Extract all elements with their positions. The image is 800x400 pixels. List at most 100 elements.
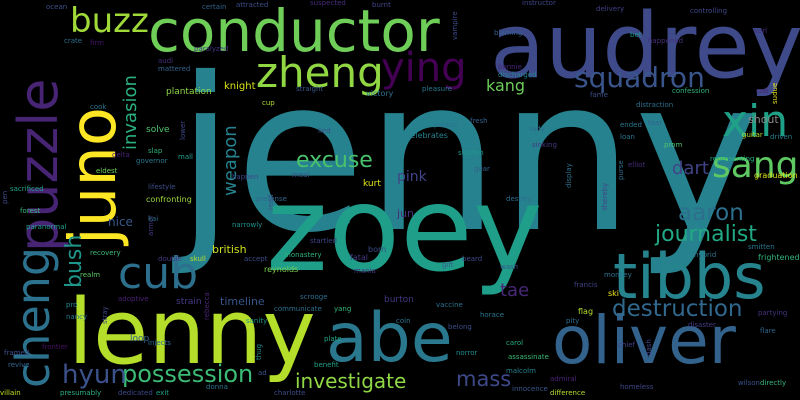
word-read: read: [267, 194, 275, 210]
word-aaron: aaron: [678, 200, 744, 226]
word-mass: mass: [456, 367, 512, 391]
word-purse: purse: [617, 160, 625, 180]
word-accept: accept: [244, 255, 268, 263]
word-narrowly: narrowly: [232, 221, 263, 229]
word-assassinate: assassinate: [508, 353, 549, 361]
word-xin: xin: [722, 96, 789, 147]
word-happen: happen: [232, 173, 259, 181]
word-certain: certain: [202, 3, 227, 11]
word-paralyzed: paralyzed: [194, 45, 229, 53]
word-instructor: instructor: [522, 0, 556, 7]
word-conductor: conductor: [148, 0, 440, 65]
word-lady: lady: [530, 125, 545, 133]
word-celebrates: celebrates: [406, 131, 448, 140]
word-scrooge: scrooge: [300, 293, 328, 301]
word-firm: firm: [90, 39, 104, 47]
word-squadron: squadron: [574, 61, 705, 94]
word-difference: difference: [550, 389, 586, 397]
word-hyun: hyun: [62, 360, 127, 390]
word-partying: partying: [758, 309, 788, 317]
word-dash: dash: [645, 339, 653, 356]
word-frontier: frontier: [42, 343, 68, 351]
word-flare: flare: [760, 327, 776, 335]
word-fresh: fresh: [470, 117, 488, 125]
word-sanity: sanity: [246, 317, 268, 325]
word-nice: nice: [108, 215, 133, 229]
word-norror: norror: [456, 349, 478, 357]
word-prom: prom: [664, 141, 683, 149]
word-cup: cup: [262, 99, 275, 107]
word-lifestyle: lifestyle: [148, 183, 176, 191]
word-crate: crate: [64, 37, 83, 45]
word-delivery: delivery: [596, 5, 625, 13]
word-pleasure: pleasure: [422, 85, 453, 93]
word-british: british: [212, 243, 247, 256]
word-lower: lower: [179, 120, 187, 140]
word-burnt: burnt: [372, 1, 391, 9]
word-gear: gear: [474, 165, 490, 173]
word-kurt: kurt: [363, 179, 381, 189]
word-fatal: fatal: [350, 253, 368, 262]
word-donna: donna: [206, 383, 228, 391]
word-skull: skull: [190, 255, 206, 263]
word-pity: pity: [566, 317, 580, 325]
word-happened: happened: [648, 37, 684, 45]
word-blaming: blaming: [494, 29, 523, 37]
word-cub: cub: [118, 248, 199, 299]
word-villain: villain: [0, 389, 21, 397]
word-startled: startled: [310, 237, 337, 245]
word-framed: framed: [4, 349, 30, 357]
word-fame: fame: [590, 91, 608, 99]
word-representing: representing: [710, 155, 755, 163]
word-ocean: ocean: [46, 3, 68, 11]
word-sinking: sinking: [532, 141, 557, 149]
word-weapon: weapon: [220, 125, 241, 196]
word-dart: dart: [672, 158, 709, 179]
word-meal: meal: [292, 171, 310, 179]
word-rebecca: rebecca: [203, 292, 211, 320]
word-nancy: nancy: [66, 313, 88, 321]
word-admiral: admiral: [550, 375, 577, 383]
word-kang: kang: [486, 76, 526, 95]
word-francis: francis: [574, 281, 598, 289]
word-jun: jun: [397, 207, 414, 220]
word-sacrificed: sacrificed: [10, 185, 44, 193]
word-governor: governor: [136, 157, 168, 165]
word-charlotte: charlotte: [274, 389, 306, 397]
word-burton: burton: [384, 295, 414, 305]
word-gift: gift: [442, 261, 454, 269]
word-mattered: mattered: [158, 65, 191, 73]
word-ying: ying: [381, 45, 467, 91]
word-chief: chief: [618, 341, 636, 349]
word-shout: shout: [748, 113, 779, 126]
word-pretense: pretense: [256, 195, 287, 203]
word-discharged: discharged: [498, 71, 537, 79]
word-lenny: lenny: [68, 280, 316, 385]
word-realm: realm: [80, 271, 101, 279]
word-paranormal: paranormal: [26, 223, 67, 231]
word-sudden: sudden: [458, 149, 484, 157]
word-pink: pink: [397, 169, 427, 185]
word-karl: karl: [754, 27, 768, 35]
word-knight: knight: [224, 81, 256, 92]
word-thug: thug: [255, 343, 263, 360]
word-plantation: plantation: [166, 87, 212, 97]
word-reynolds: reynolds: [264, 265, 299, 274]
word-stray: stray: [101, 306, 109, 324]
word-solve: solve: [146, 125, 170, 135]
word-communicate: communicate: [274, 305, 322, 313]
word-graduation: graduation: [754, 171, 798, 180]
word-benefit: benefit: [314, 361, 339, 369]
word-exit: exit: [156, 389, 170, 397]
word-wilson: wilson: [738, 379, 760, 387]
word-pen: pen: [1, 190, 9, 204]
word-bonnie: bonnie: [498, 63, 522, 71]
word-thereby: thereby: [601, 182, 609, 210]
word-slap: slap: [148, 147, 163, 155]
word-ended: ended: [620, 121, 642, 129]
word-wash: wash: [500, 263, 519, 271]
word-abe: abe: [326, 299, 453, 378]
word-controlling: controlling: [690, 7, 728, 15]
word-audi: audi: [158, 57, 174, 65]
